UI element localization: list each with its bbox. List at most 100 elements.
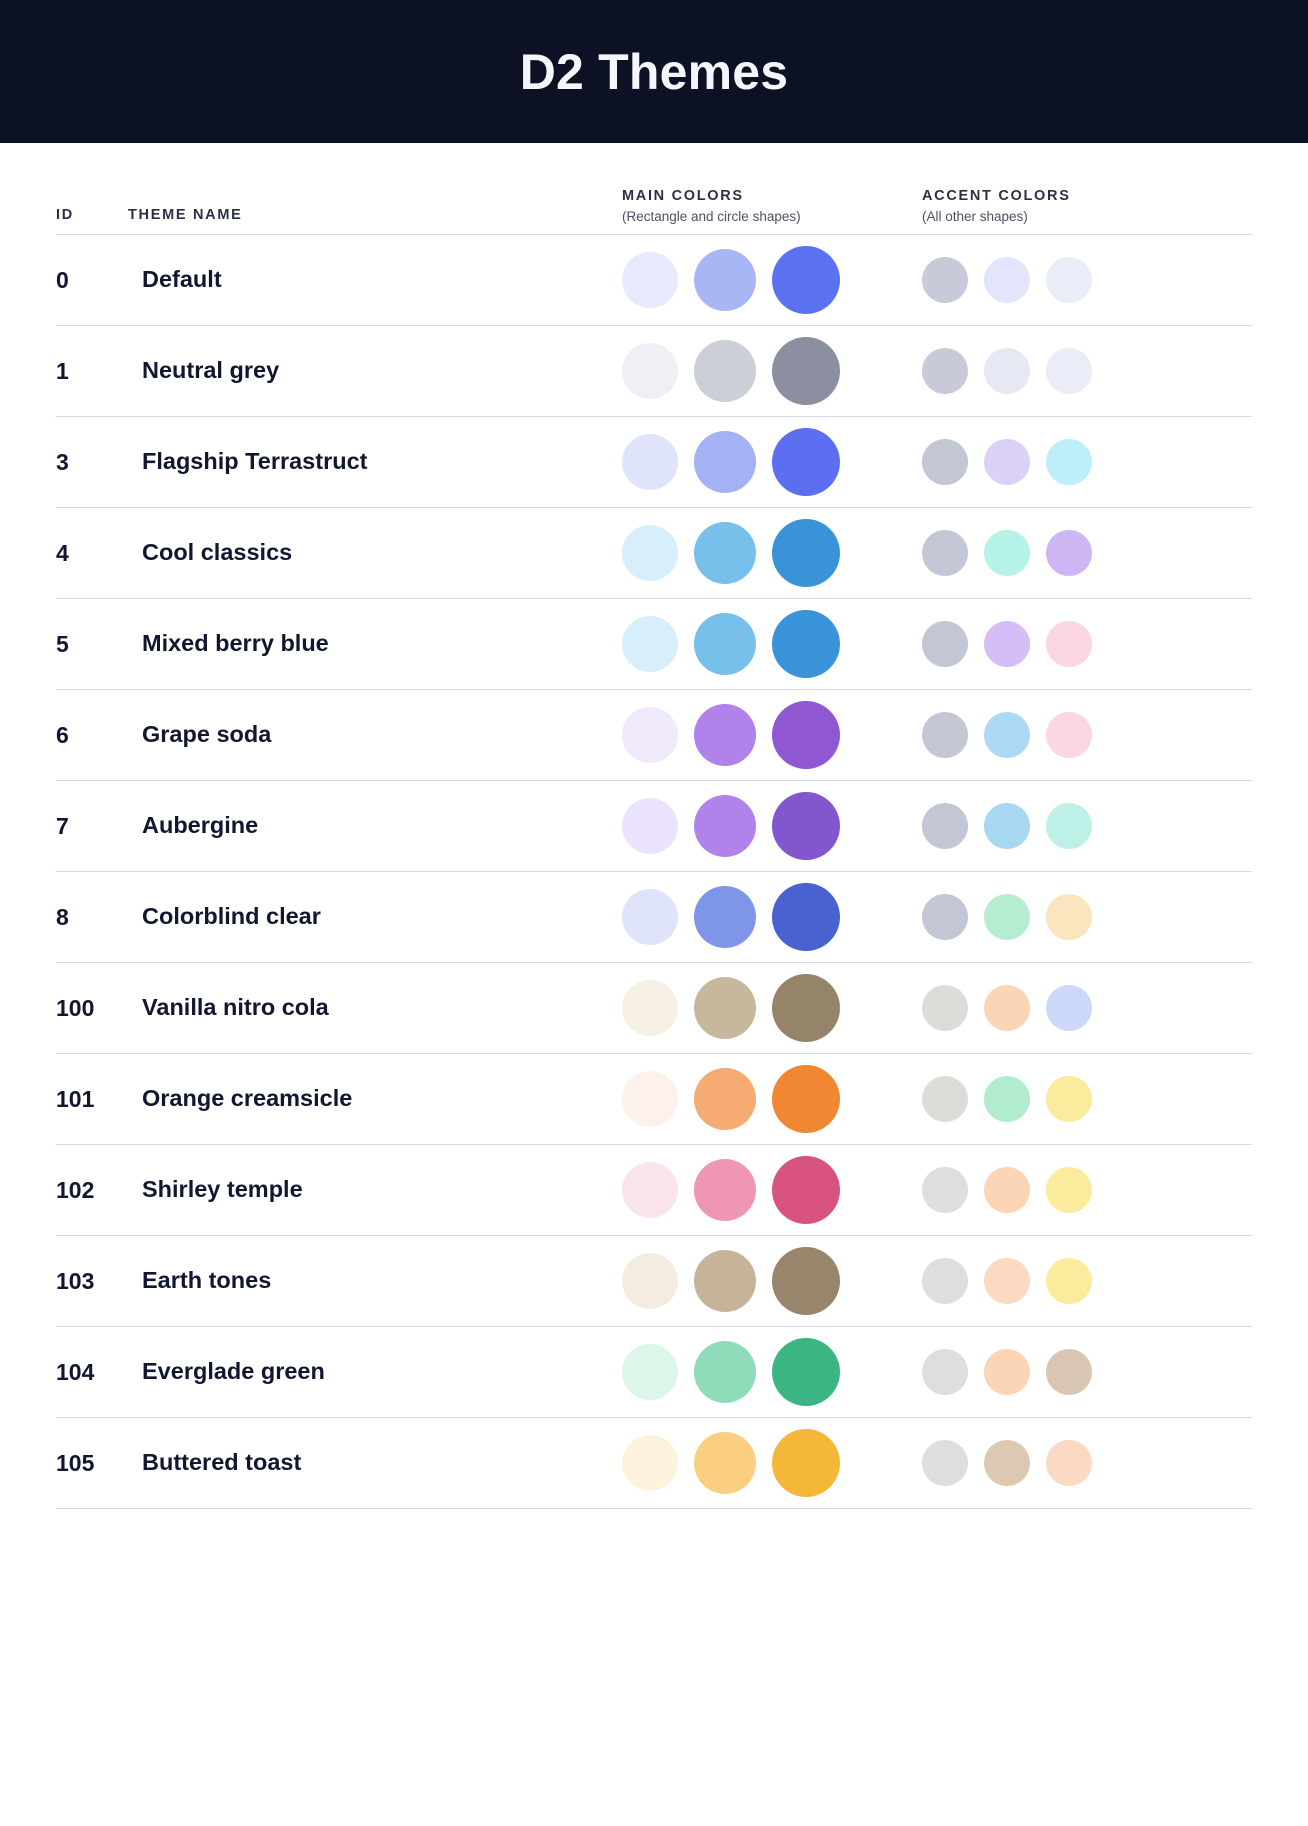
accent-color-swatch: [922, 1076, 968, 1122]
main-color-swatch: [772, 1065, 840, 1133]
accent-color-swatch: [984, 712, 1030, 758]
table-row[interactable]: 6 Grape soda: [56, 690, 1252, 781]
main-color-swatches: [618, 1429, 918, 1497]
table-row[interactable]: 4 Cool classics: [56, 508, 1252, 599]
column-header-accent-colors: ACCENT COLORS (All other shapes): [918, 188, 1252, 224]
main-color-swatch: [694, 1250, 756, 1312]
accent-color-swatch: [984, 985, 1030, 1031]
main-color-swatch: [622, 798, 678, 854]
accent-color-swatches: [918, 985, 1252, 1031]
main-color-swatch: [622, 434, 678, 490]
column-header-main-colors-label: MAIN COLORS: [622, 187, 744, 204]
table-row[interactable]: 0 Default: [56, 235, 1252, 326]
main-color-swatch: [622, 1253, 678, 1309]
main-color-swatch: [622, 343, 678, 399]
theme-name: Orange creamsicle: [142, 1085, 353, 1112]
main-color-swatch: [772, 701, 840, 769]
accent-color-swatches: [918, 439, 1252, 485]
table-row[interactable]: 105 Buttered toast: [56, 1418, 1252, 1509]
main-color-swatch: [622, 889, 678, 945]
accent-color-swatch: [1046, 894, 1092, 940]
main-color-swatch: [772, 428, 840, 496]
column-header-theme-name: THEME NAME: [128, 207, 618, 224]
theme-id: 6: [56, 721, 69, 748]
accent-color-swatch: [1046, 1349, 1092, 1395]
table-row[interactable]: 3 Flagship Terrastruct: [56, 417, 1252, 508]
theme-id: 4: [56, 539, 69, 566]
table-row[interactable]: 1 Neutral grey: [56, 326, 1252, 417]
accent-color-swatch: [984, 257, 1030, 303]
accent-color-swatch: [922, 257, 968, 303]
accent-color-swatch: [1046, 257, 1092, 303]
main-color-swatches: [618, 883, 918, 951]
main-color-swatches: [618, 610, 918, 678]
accent-color-swatches: [918, 803, 1252, 849]
theme-id: 104: [56, 1358, 95, 1385]
column-header-theme-name-label: THEME NAME: [128, 206, 243, 223]
theme-name: Mixed berry blue: [142, 630, 329, 657]
accent-color-swatch: [1046, 439, 1092, 485]
main-color-swatch: [622, 980, 678, 1036]
accent-color-swatches: [918, 712, 1252, 758]
accent-color-swatch: [984, 1440, 1030, 1486]
table-row[interactable]: 103 Earth tones: [56, 1236, 1252, 1327]
table-body: 0 Default 1 Neutral grey 3 Flagship Terrastru…: [56, 235, 1252, 1509]
accent-color-swatch: [922, 530, 968, 576]
theme-name: Cool classics: [142, 539, 293, 566]
main-color-swatch: [694, 1068, 756, 1130]
accent-color-swatches: [918, 1167, 1252, 1213]
accent-color-swatch: [1046, 1258, 1092, 1304]
theme-id: 0: [56, 266, 69, 293]
main-color-swatch: [772, 337, 840, 405]
table-row[interactable]: 7 Aubergine: [56, 781, 1252, 872]
table-row[interactable]: 104 Everglade green: [56, 1327, 1252, 1418]
table-row[interactable]: 5 Mixed berry blue: [56, 599, 1252, 690]
theme-name: Colorblind clear: [142, 903, 321, 930]
main-color-swatch: [694, 886, 756, 948]
accent-color-swatch: [1046, 621, 1092, 667]
table-row[interactable]: 100 Vanilla nitro cola: [56, 963, 1252, 1054]
main-color-swatch: [694, 1432, 756, 1494]
main-color-swatch: [694, 431, 756, 493]
accent-color-swatch: [1046, 1167, 1092, 1213]
main-color-swatches: [618, 519, 918, 587]
theme-name: Earth tones: [142, 1267, 272, 1294]
theme-name: Shirley temple: [142, 1176, 303, 1203]
main-color-swatch: [694, 1159, 756, 1221]
accent-color-swatches: [918, 1349, 1252, 1395]
main-color-swatch: [772, 1247, 840, 1315]
main-color-swatches: [618, 701, 918, 769]
accent-color-swatches: [918, 348, 1252, 394]
accent-color-swatch: [922, 1440, 968, 1486]
column-header-id-label: ID: [56, 206, 74, 223]
table-row[interactable]: 102 Shirley temple: [56, 1145, 1252, 1236]
table-row[interactable]: 101 Orange creamsicle: [56, 1054, 1252, 1145]
page-title: D2 Themes: [519, 43, 789, 100]
main-color-swatches: [618, 246, 918, 314]
main-color-swatch: [694, 795, 756, 857]
accent-color-swatch: [984, 1258, 1030, 1304]
accent-color-swatch: [922, 439, 968, 485]
main-color-swatch: [622, 1344, 678, 1400]
main-color-swatch: [622, 525, 678, 581]
themes-table: ID THEME NAME MAIN COLORS (Rectangle and…: [0, 143, 1308, 1509]
accent-color-swatch: [984, 894, 1030, 940]
table-row[interactable]: 8 Colorblind clear: [56, 872, 1252, 963]
theme-id: 105: [56, 1449, 95, 1476]
accent-color-swatch: [984, 1167, 1030, 1213]
theme-name: Aubergine: [142, 812, 259, 839]
main-color-swatch: [772, 1429, 840, 1497]
accent-color-swatches: [918, 621, 1252, 667]
accent-color-swatch: [984, 621, 1030, 667]
theme-name: Vanilla nitro cola: [142, 994, 329, 1021]
theme-id: 3: [56, 448, 69, 475]
column-header-main-colors: MAIN COLORS (Rectangle and circle shapes…: [618, 188, 918, 224]
accent-color-swatch: [922, 894, 968, 940]
accent-color-swatch: [1046, 712, 1092, 758]
main-color-swatch: [772, 792, 840, 860]
main-color-swatches: [618, 337, 918, 405]
theme-name: Neutral grey: [142, 357, 280, 384]
accent-color-swatches: [918, 257, 1252, 303]
main-color-swatch: [772, 519, 840, 587]
